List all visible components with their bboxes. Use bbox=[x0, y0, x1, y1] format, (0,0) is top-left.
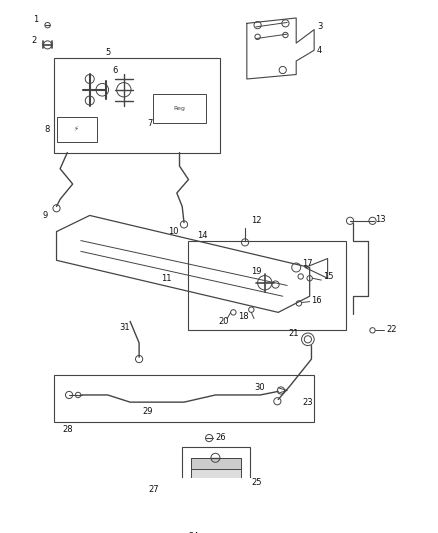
Text: 24: 24 bbox=[188, 532, 199, 533]
Bar bbox=[54, 58, 220, 152]
Text: 3: 3 bbox=[317, 22, 322, 31]
Bar bbox=[182, 447, 250, 533]
Text: 30: 30 bbox=[254, 383, 265, 392]
Text: 5: 5 bbox=[105, 47, 110, 56]
Bar bbox=[191, 458, 240, 469]
Text: 8: 8 bbox=[44, 125, 49, 134]
Text: 19: 19 bbox=[251, 268, 262, 277]
Text: 1: 1 bbox=[33, 15, 39, 24]
Text: 22: 22 bbox=[387, 325, 397, 334]
Text: 31: 31 bbox=[120, 323, 130, 332]
Text: 4: 4 bbox=[317, 46, 322, 55]
Text: 23: 23 bbox=[303, 398, 313, 407]
Text: 28: 28 bbox=[62, 425, 73, 433]
Text: 16: 16 bbox=[311, 296, 322, 305]
Text: 12: 12 bbox=[251, 216, 262, 225]
Bar bbox=[54, 375, 314, 422]
Bar bbox=[191, 458, 240, 528]
Text: 29: 29 bbox=[143, 407, 153, 416]
Text: 2: 2 bbox=[32, 36, 37, 45]
Text: 10: 10 bbox=[168, 227, 178, 236]
Bar bbox=[188, 240, 346, 330]
Text: 25: 25 bbox=[251, 479, 262, 488]
Bar bbox=[57, 117, 97, 142]
Text: 14: 14 bbox=[198, 231, 208, 240]
Text: 9: 9 bbox=[42, 211, 47, 220]
Text: 18: 18 bbox=[238, 312, 248, 321]
Text: 26: 26 bbox=[215, 433, 226, 442]
Text: 15: 15 bbox=[323, 272, 334, 281]
Text: 27: 27 bbox=[148, 484, 159, 494]
Text: 11: 11 bbox=[161, 274, 171, 283]
Text: 17: 17 bbox=[303, 259, 313, 268]
Text: 6: 6 bbox=[112, 66, 117, 75]
Text: Reg: Reg bbox=[173, 106, 185, 111]
Text: 21: 21 bbox=[288, 329, 299, 338]
Text: 13: 13 bbox=[375, 215, 386, 224]
Text: 7: 7 bbox=[147, 119, 152, 128]
Text: 20: 20 bbox=[218, 317, 229, 326]
Text: ⚡: ⚡ bbox=[74, 126, 79, 132]
Bar bbox=[152, 94, 206, 123]
